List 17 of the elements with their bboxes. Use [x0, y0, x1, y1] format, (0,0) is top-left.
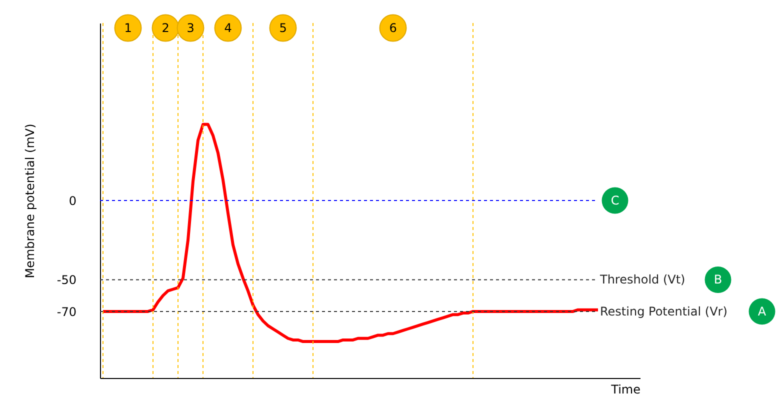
annotation: 5 [279, 21, 287, 35]
ref-line-label: Resting Potential (Vr) [600, 304, 728, 318]
text: B [714, 272, 722, 287]
y-tick-label: 0 [68, 194, 76, 208]
x-axis-title: Time [610, 382, 640, 396]
annotation: 6 [389, 21, 397, 35]
text: A [758, 304, 767, 318]
ref-line-label: Threshold (Vt) [599, 272, 686, 287]
line-series [102, 122, 600, 344]
y-tick-label: -70 [56, 304, 76, 319]
annotation: 4 [224, 21, 232, 35]
y-tick-label: -50 [56, 273, 76, 288]
y-axis-title: Membrane potential (mV) [22, 124, 37, 278]
text: C [610, 194, 620, 208]
annotation: 3 [186, 21, 194, 35]
annotation: 1 [124, 21, 132, 35]
annotation: 2 [162, 21, 170, 35]
